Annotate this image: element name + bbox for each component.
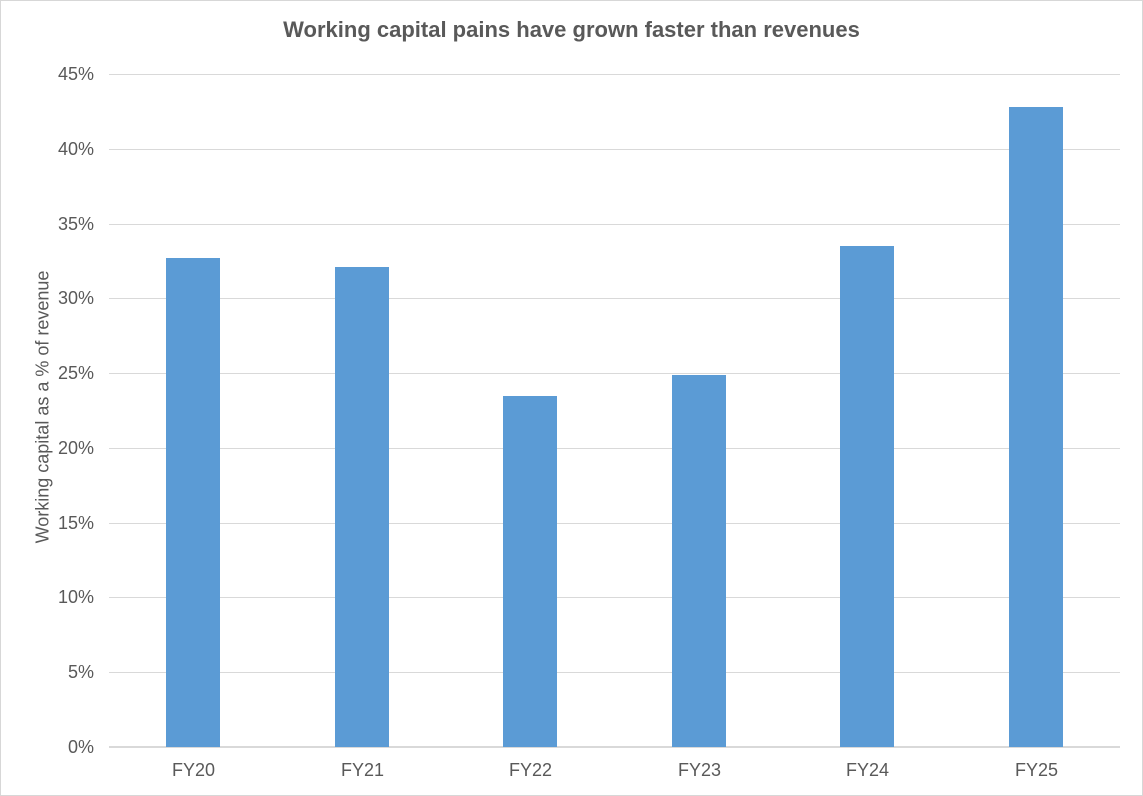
- y-tick-label-40%: 40%: [57, 139, 94, 159]
- y-tick-label-25%: 25%: [57, 363, 94, 383]
- bar-FY24: [840, 246, 894, 747]
- gridline-35%: [109, 224, 1120, 225]
- chart-title: Working capital pains have grown faster …: [283, 17, 860, 42]
- bar-FY25: [1009, 107, 1063, 747]
- bar-FY21: [335, 267, 389, 747]
- y-axis-title: Working capital as a % of revenue: [32, 270, 53, 544]
- gridline-30%: [109, 298, 1120, 299]
- gridline-20%: [109, 448, 1120, 449]
- y-tick-label-45%: 45%: [57, 64, 94, 84]
- x-tick-label-FY22: FY22: [508, 760, 553, 780]
- gridline-45%: [109, 74, 1120, 75]
- bar-FY23: [672, 375, 726, 747]
- bar-FY20: [166, 258, 220, 747]
- x-tick-label-FY24: FY24: [845, 760, 890, 780]
- gridline-40%: [109, 149, 1120, 150]
- bar-FY22: [503, 396, 557, 747]
- plot-area: [109, 74, 1120, 748]
- y-tick-label-20%: 20%: [57, 438, 94, 458]
- x-tick-label-FY20: FY20: [171, 760, 216, 780]
- gridline-5%: [109, 672, 1120, 673]
- y-tick-label-35%: 35%: [57, 214, 94, 234]
- y-tick-label-15%: 15%: [57, 513, 94, 533]
- gridline-25%: [109, 373, 1120, 374]
- x-tick-label-FY21: FY21: [340, 760, 385, 780]
- y-tick-label-5%: 5%: [67, 662, 94, 682]
- x-axis-line: [109, 746, 1120, 748]
- x-tick-label-FY25: FY25: [1014, 760, 1059, 780]
- x-tick-label-FY23: FY23: [677, 760, 722, 780]
- gridline-10%: [109, 597, 1120, 598]
- y-tick-label-0%: 0%: [67, 737, 94, 757]
- y-tick-label-30%: 30%: [57, 288, 94, 308]
- gridline-15%: [109, 523, 1120, 524]
- y-tick-label-10%: 10%: [57, 587, 94, 607]
